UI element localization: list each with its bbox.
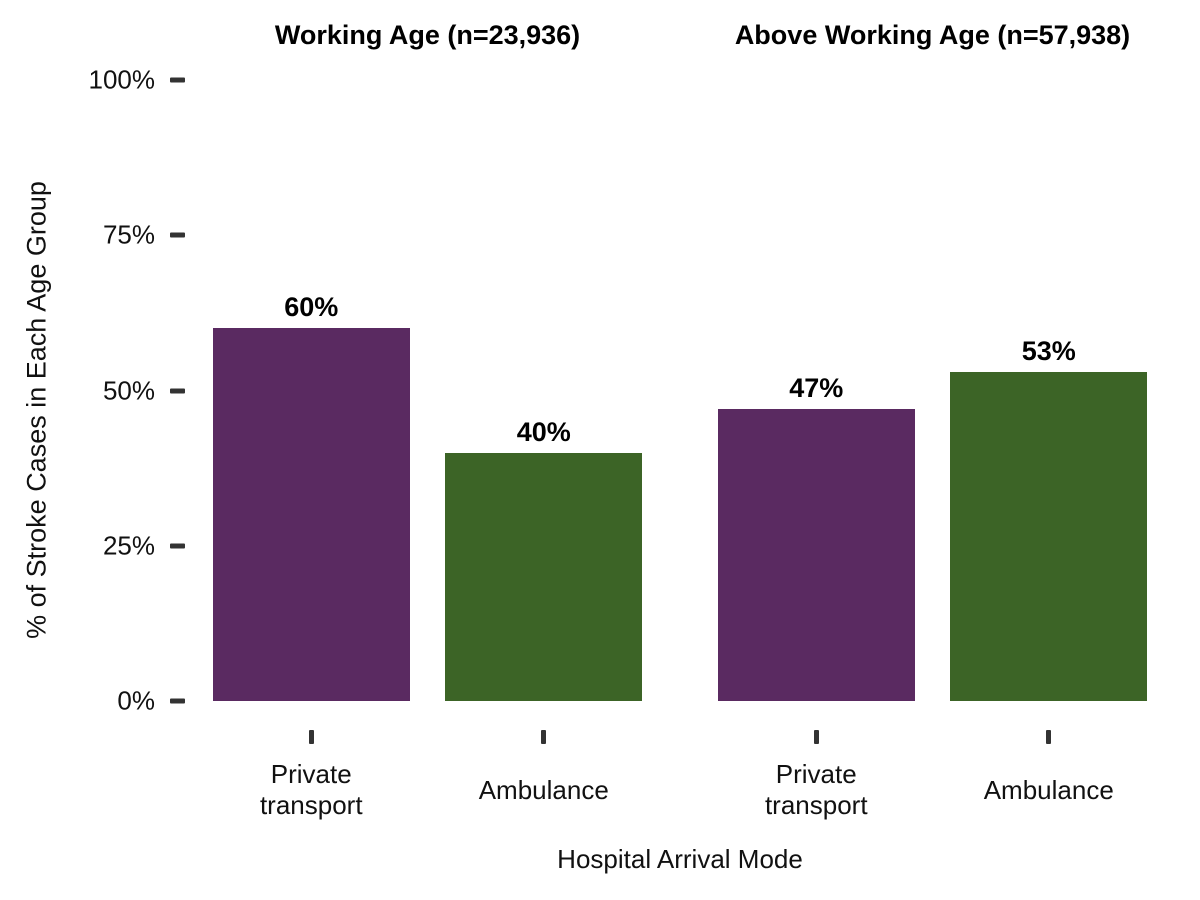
y-tick-label-50: 50%: [102, 375, 155, 405]
facet-title-working-age: Working Age (n=23,936): [274, 20, 581, 50]
x-tick-mark-private-transport: [308, 730, 314, 744]
x-tick-mark-ambulance: [1046, 730, 1052, 744]
x-label-col-ambulance: Ambulance: [428, 753, 661, 827]
bar-group-private-transport: 60%: [195, 80, 428, 701]
bar-ambulance: [445, 452, 643, 701]
bar-group-ambulance: 40%: [428, 80, 661, 701]
bar-ambulance: [950, 371, 1148, 701]
facet-title-above-working-age: Above Working Age (n=57,938): [734, 20, 1131, 50]
y-tick-label-25: 25%: [102, 530, 155, 561]
bar-group-private-transport: 47%: [700, 80, 933, 701]
x-axis-title: Hospital Arrival Mode: [557, 844, 803, 874]
bar-private-transport: [717, 409, 915, 701]
x-label-col-private-transport: Private transport: [195, 753, 428, 827]
bar-value-label-ambulance: 53%: [1021, 335, 1076, 366]
x-tick-row-above-working-age: [700, 724, 1165, 744]
x-category-label-ambulance: Ambulance: [478, 774, 609, 805]
bar-value-label-private-transport: 60%: [284, 292, 339, 323]
plot-area-above-working-age: 47% 53%: [700, 80, 1165, 701]
x-tick-col-private-transport: [700, 724, 933, 744]
x-label-col-ambulance: Ambulance: [933, 753, 1166, 827]
bar-value-label-private-transport: 47%: [789, 373, 844, 404]
x-tick-mark-ambulance: [541, 730, 547, 744]
x-label-col-private-transport: Private transport: [700, 753, 933, 827]
y-tick-label-75: 75%: [102, 219, 155, 250]
x-label-row-above-working-age: Private transport Ambulance: [700, 753, 1165, 827]
bar-group-ambulance: 53%: [933, 80, 1166, 701]
bar-value-label-ambulance: 40%: [516, 416, 571, 447]
plot-area-working-age: 60% 40%: [195, 80, 660, 701]
x-category-label-private-transport: Private transport: [259, 759, 363, 820]
x-tick-col-ambulance: [428, 724, 661, 744]
y-tick-mark-75: [170, 232, 185, 238]
y-tick-mark-100: [170, 77, 185, 83]
y-tick-label-0: 0%: [117, 685, 155, 716]
x-tick-row-working-age: [195, 724, 660, 744]
x-tick-col-ambulance: [933, 724, 1166, 744]
y-tick-mark-50: [170, 388, 185, 393]
x-label-row-working-age: Private transport Ambulance: [195, 753, 660, 827]
y-tick-mark-0: [170, 698, 185, 704]
x-tick-col-private-transport: [195, 724, 428, 744]
y-axis-title: % of Stroke Cases in Each Age Group: [21, 181, 52, 639]
bar-private-transport: [212, 328, 410, 701]
x-category-label-private-transport: Private transport: [764, 759, 868, 820]
x-tick-mark-private-transport: [813, 730, 819, 744]
x-category-label-ambulance: Ambulance: [983, 774, 1114, 805]
y-tick-mark-25: [170, 543, 185, 549]
y-tick-label-100: 100%: [88, 64, 156, 95]
